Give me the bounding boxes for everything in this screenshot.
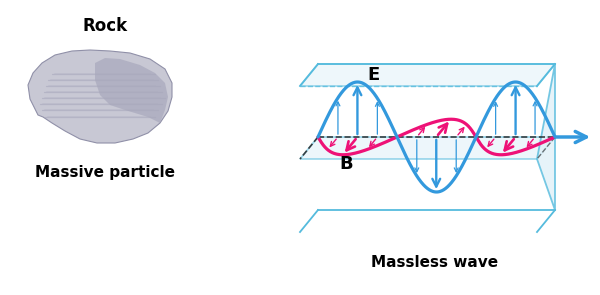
Polygon shape	[28, 50, 172, 143]
Text: Massive particle: Massive particle	[35, 165, 175, 180]
Polygon shape	[95, 58, 168, 123]
Polygon shape	[300, 64, 555, 86]
Text: Massless wave: Massless wave	[371, 255, 499, 270]
Polygon shape	[537, 64, 555, 210]
Text: E: E	[367, 66, 380, 84]
Text: B: B	[339, 155, 353, 173]
Polygon shape	[300, 137, 555, 159]
Text: Rock: Rock	[82, 17, 128, 35]
